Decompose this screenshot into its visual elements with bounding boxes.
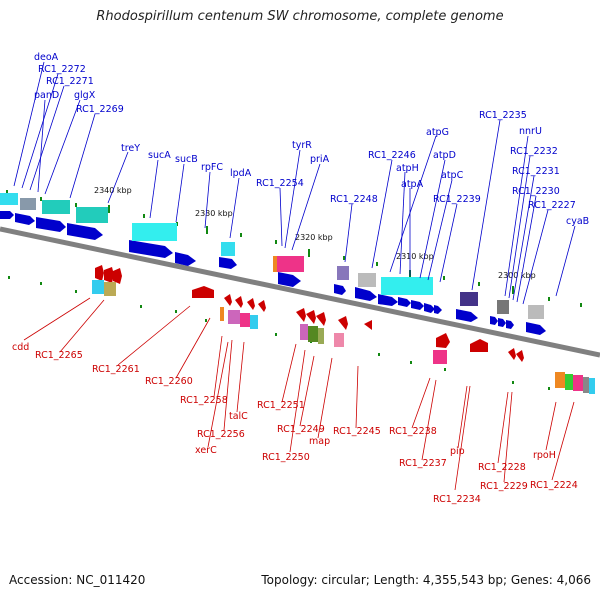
tick-label-2320: 2320 kbp <box>295 233 333 242</box>
gene-label-cdd: cdd <box>12 342 29 353</box>
forward-genes <box>0 211 546 335</box>
gene-label-atpC: atpC <box>441 170 464 181</box>
gene-label-rc1-2249: RC1_2249 <box>277 424 325 435</box>
gene-label-pip: pip <box>450 446 465 457</box>
gene-label-glgX: glgX <box>74 90 96 101</box>
gene-label-rc1-2230: RC1_2230 <box>512 186 560 197</box>
gene-label-rc1-2258: RC1_2258 <box>180 395 228 406</box>
gene-label-cyaB: cyaB <box>566 216 589 227</box>
gene-label-rc1-2232: RC1_2232 <box>510 146 558 157</box>
gene-label-rc1-2235: RC1_2235 <box>479 110 527 121</box>
gene-label-priA: priA <box>310 154 330 165</box>
gene-label-rc1-2250: RC1_2250 <box>262 452 310 463</box>
reverse-features <box>92 280 595 394</box>
tick-label-2310: 2310 kbp <box>396 252 434 261</box>
gene-label-rc1-2238: RC1_2238 <box>389 426 437 437</box>
gene-label-rc1-2224: RC1_2224 <box>530 480 578 491</box>
gene-label-atpH: atpH <box>396 163 419 174</box>
gene-label-rc1-2261: RC1_2261 <box>92 364 140 375</box>
gene-label-rc1-2237: RC1_2237 <box>399 458 447 469</box>
gene-label-sucB: sucB <box>175 154 198 165</box>
gene-label-rc1-2239: RC1_2239 <box>433 194 481 205</box>
gene-label-lpdA: lpdA <box>230 168 252 179</box>
backbone-axis <box>0 226 600 358</box>
minor-ticks <box>6 190 582 390</box>
gene-label-rc1-2260: RC1_2260 <box>145 376 193 387</box>
gene-label-talC: talC <box>229 411 248 422</box>
gene-label-deoA: deoA <box>34 52 59 63</box>
forward-features <box>0 193 544 319</box>
gene-label-atpD: atpD <box>433 150 456 161</box>
gene-label-map: map <box>309 436 330 447</box>
gene-label-rc1-2272: RC1_2272 <box>38 64 86 75</box>
gene-label-rc1-2256: RC1_2256 <box>197 429 245 440</box>
gene-label-tyrR: tyrR <box>292 140 312 151</box>
gene-label-xerC: xerC <box>195 445 217 456</box>
gene-label-rc1-2231: RC1_2231 <box>512 166 560 177</box>
forward-labels: deoA RC1_2272 RC1_2271 panD glgX RC1_226… <box>34 52 589 227</box>
gene-label-rc1-2248: RC1_2248 <box>330 194 378 205</box>
reverse-leader-lines <box>23 297 575 491</box>
gene-label-treY: treY <box>121 143 140 154</box>
gene-label-atpG: atpG <box>426 127 449 138</box>
gene-label-rc1-2227: RC1_2227 <box>528 200 576 211</box>
gene-label-rc1-2271: RC1_2271 <box>46 76 94 87</box>
gene-label-rc1-2229: RC1_2229 <box>480 481 528 492</box>
gene-label-panD: panD <box>34 90 59 101</box>
gene-label-rc1-2265: RC1_2265 <box>35 350 83 361</box>
gene-label-nnrU: nnrU <box>519 126 542 137</box>
gene-label-rc1-2246: RC1_2246 <box>368 150 416 161</box>
gene-label-rc1-2245: RC1_2245 <box>333 426 381 437</box>
genome-summary-text: Topology: circular; Length: 4,355,543 bp… <box>261 573 591 587</box>
gene-label-rpoH: rpoH <box>533 450 556 461</box>
gene-label-sucA: sucA <box>148 150 171 161</box>
gene-label-rc1-2228: RC1_2228 <box>478 462 526 473</box>
accession-text: Accession: NC_011420 <box>9 573 146 587</box>
gene-label-rc1-2251: RC1_2251 <box>257 400 305 411</box>
gene-label-rc1-2269: RC1_2269 <box>76 104 124 115</box>
reverse-genes <box>95 265 524 362</box>
reverse-labels: cdd RC1_2265 RC1_2261 RC1_2260 RC1_2258 … <box>12 342 578 505</box>
gene-label-atpA: atpA <box>401 179 424 190</box>
forward-leader-lines <box>13 61 576 305</box>
map-title: Rhodospirillum centenum SW chromosome, c… <box>96 9 504 24</box>
tick-label-2330: 2330 kbp <box>195 209 233 218</box>
gene-label-rpFC: rpFC <box>201 162 223 173</box>
gene-label-rc1-2234: RC1_2234 <box>433 494 481 505</box>
gene-label-rc1-2254: RC1_2254 <box>256 178 304 189</box>
